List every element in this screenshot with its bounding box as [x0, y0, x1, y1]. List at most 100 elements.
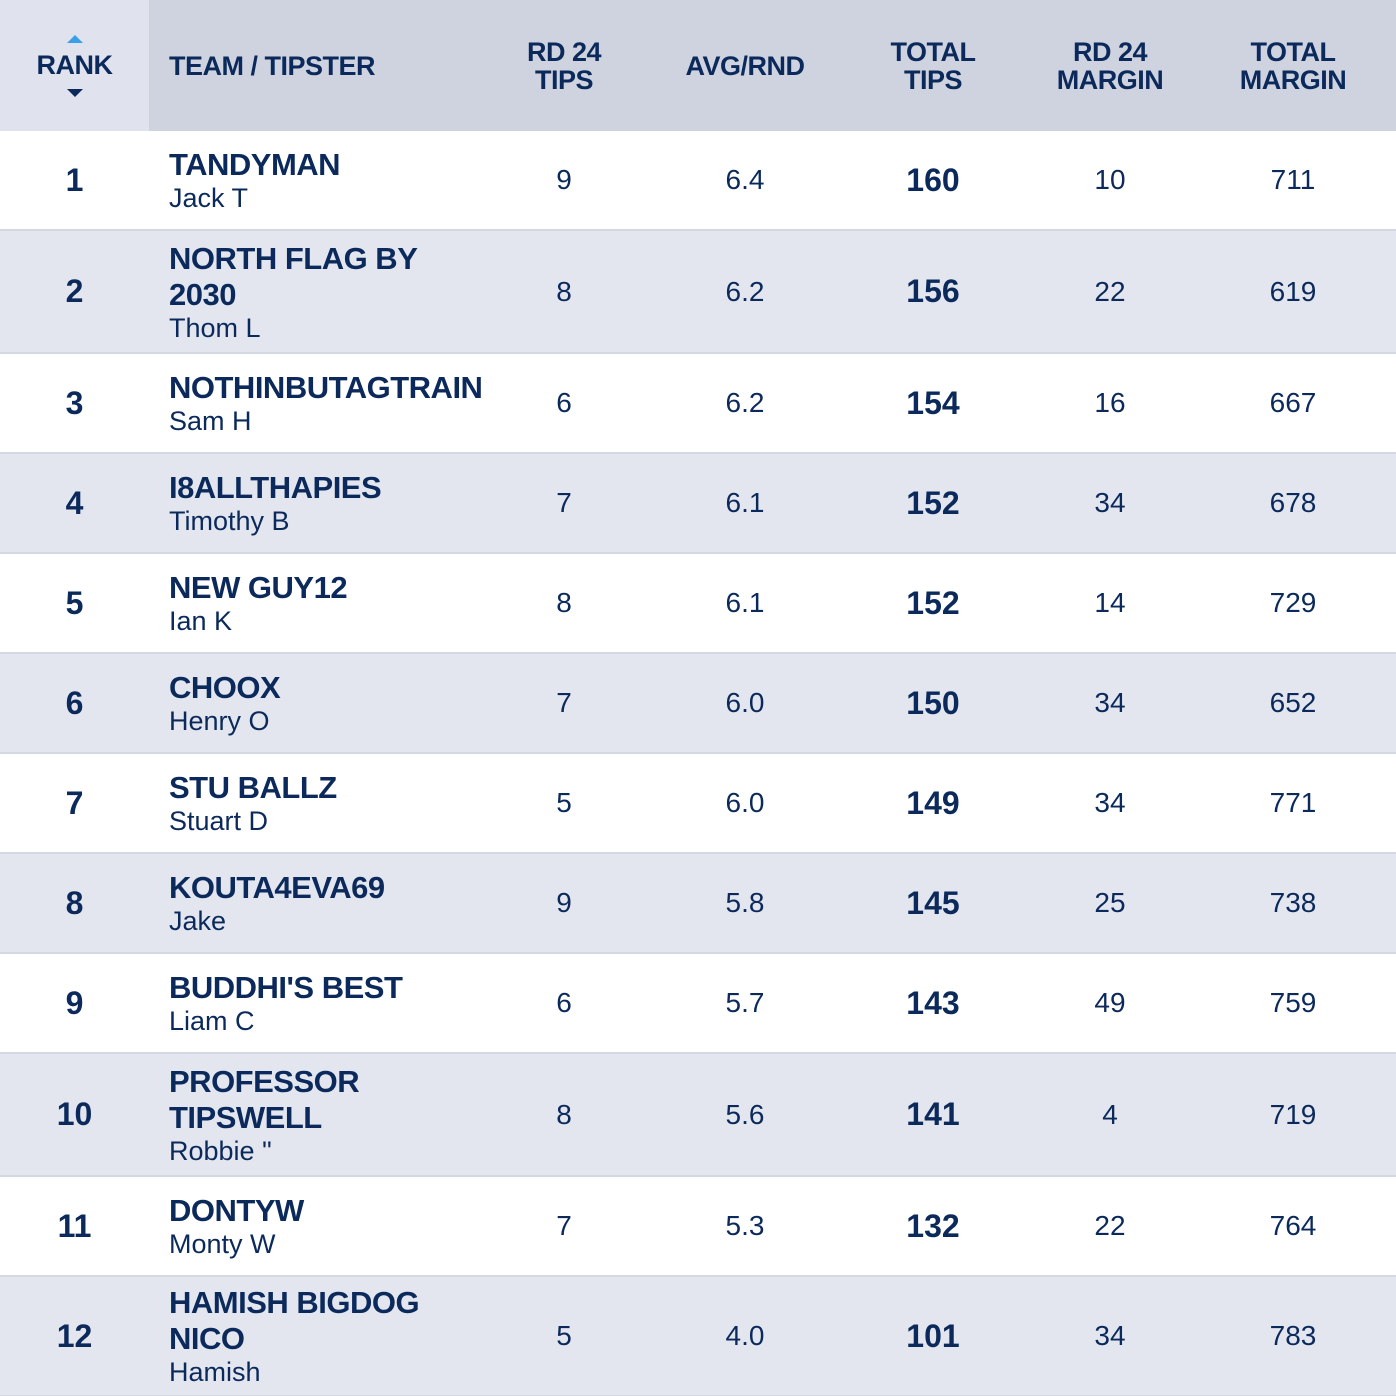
rank-number: 10	[56, 1096, 93, 1132]
header-rd-tips[interactable]: RD 24 TIPS	[474, 0, 654, 131]
team-cell[interactable]: DONTYW Monty W	[149, 1177, 474, 1275]
table-row[interactable]: 9 BUDDHI'S BEST Liam C 6 5.7 143 49 759	[0, 954, 1396, 1054]
team-cell[interactable]: NORTH FLAG BY 2030 Thom L	[149, 231, 474, 352]
header-team[interactable]: TEAM / TIPSTER	[149, 0, 474, 131]
rd-margin-cell: 16	[1030, 354, 1190, 452]
table-row[interactable]: 1 TANDYMAN Jack T 9 6.4 160 10 711	[0, 131, 1396, 231]
rd-tips-value: 5	[556, 1320, 572, 1351]
team-cell[interactable]: CHOOX Henry O	[149, 654, 474, 752]
team-name[interactable]: STU BALLZ	[169, 770, 337, 805]
avg-cell: 6.0	[654, 654, 836, 752]
table-row[interactable]: 2 NORTH FLAG BY 2030 Thom L 8 6.2 156 22…	[0, 231, 1396, 354]
team-name[interactable]: BUDDHI'S BEST	[169, 970, 403, 1005]
team-cell[interactable]: I8ALLTHAPIES Timothy B	[149, 454, 474, 552]
header-rank-label: RANK	[36, 49, 114, 80]
table-row[interactable]: 7 STU BALLZ Stuart D 5 6.0 149 34 771	[0, 754, 1396, 854]
total-tips-cell: 156	[836, 231, 1030, 352]
rd-margin-cell: 34	[1030, 1277, 1190, 1395]
rd-tips-cell: 7	[474, 654, 654, 752]
team-cell[interactable]: TANDYMAN Jack T	[149, 131, 474, 229]
total-margin-value: 759	[1269, 987, 1317, 1018]
rank-cell: 7	[0, 754, 149, 852]
avg-value: 6.4	[725, 164, 765, 195]
total-margin-value: 652	[1269, 687, 1317, 718]
caret-down-icon[interactable]	[66, 88, 83, 97]
total-margin-value: 667	[1269, 387, 1317, 418]
rank-number: 11	[57, 1207, 92, 1244]
total-tips-value: 145	[906, 884, 960, 921]
table-row[interactable]: 8 KOUTA4EVA69 Jake 9 5.8 145 25 738	[0, 854, 1396, 954]
rank-number: 8	[65, 884, 84, 921]
rank-cell: 1	[0, 131, 149, 229]
avg-value: 6.1	[725, 487, 765, 518]
header-avg[interactable]: AVG/RND	[654, 0, 836, 131]
team-cell[interactable]: HAMISH BIGDOG NICO Hamish	[149, 1277, 474, 1395]
tipster-name: Liam C	[169, 1006, 255, 1036]
team-name[interactable]: KOUTA4EVA69	[169, 870, 385, 905]
team-name[interactable]: DONTYW	[169, 1193, 304, 1228]
team-cell[interactable]: BUDDHI'S BEST Liam C	[149, 954, 474, 1052]
team-cell[interactable]: NOTHINBUTAGTRAIN Sam H	[149, 354, 483, 452]
total-margin-cell: 719	[1190, 1054, 1396, 1175]
rd-tips-cell: 8	[474, 231, 654, 352]
tipster-name: Robbie "	[169, 1135, 272, 1166]
total-tips-value: 143	[906, 984, 960, 1021]
rank-number: 2	[65, 273, 84, 309]
table-row[interactable]: 12 HAMISH BIGDOG NICO Hamish 5 4.0 101 3…	[0, 1277, 1396, 1396]
rank-number: 1	[65, 161, 84, 198]
team-name[interactable]: NEW GUY12	[169, 570, 348, 605]
rd-tips-cell: 8	[474, 1054, 654, 1175]
team-name[interactable]: I8ALLTHAPIES	[169, 470, 382, 505]
rd-tips-value: 7	[556, 1210, 572, 1241]
rank-cell: 5	[0, 554, 149, 652]
rd-margin-value: 25	[1094, 887, 1126, 918]
total-margin-value: 619	[1269, 275, 1317, 307]
team-cell[interactable]: PROFESSOR TIPSWELL Robbie "	[149, 1054, 474, 1175]
table-row[interactable]: 11 DONTYW Monty W 7 5.3 132 22 764	[0, 1177, 1396, 1277]
rank-number: 4	[65, 484, 84, 521]
total-tips-cell: 132	[836, 1177, 1030, 1275]
total-tips-value: 101	[906, 1317, 960, 1354]
team-name[interactable]: NORTH FLAG BY 2030	[169, 240, 417, 312]
total-margin-cell: 619	[1190, 231, 1396, 352]
total-margin-cell: 678	[1190, 454, 1396, 552]
header-total-margin[interactable]: TOTAL MARGIN	[1190, 0, 1396, 131]
team-name[interactable]: NOTHINBUTAGTRAIN	[169, 370, 483, 405]
total-tips-value: 156	[906, 273, 960, 309]
header-total-tips[interactable]: TOTAL TIPS	[836, 0, 1030, 131]
avg-cell: 5.6	[654, 1054, 836, 1175]
rd-margin-cell: 10	[1030, 131, 1190, 229]
total-margin-value: 729	[1269, 587, 1317, 618]
total-tips-value: 141	[906, 1096, 960, 1132]
avg-value: 6.0	[725, 787, 765, 818]
rd-tips-cell: 9	[474, 854, 654, 952]
rd-tips-value: 8	[556, 1098, 572, 1130]
table-row[interactable]: 4 I8ALLTHAPIES Timothy B 7 6.1 152 34 67…	[0, 454, 1396, 554]
rd-margin-value: 16	[1094, 387, 1126, 418]
team-name[interactable]: CHOOX	[169, 670, 281, 705]
team-cell[interactable]: KOUTA4EVA69 Jake	[149, 854, 474, 952]
rank-number: 12	[56, 1317, 93, 1354]
table-row[interactable]: 3 NOTHINBUTAGTRAIN Sam H 6 6.2 154 16 66…	[0, 354, 1396, 454]
table-row[interactable]: 10 PROFESSOR TIPSWELL Robbie " 8 5.6 141…	[0, 1054, 1396, 1177]
rd-margin-cell: 34	[1030, 454, 1190, 552]
total-tips-cell: 152	[836, 554, 1030, 652]
total-margin-cell: 783	[1190, 1277, 1396, 1395]
total-tips-cell: 150	[836, 654, 1030, 752]
table-row[interactable]: 6 CHOOX Henry O 7 6.0 150 34 652	[0, 654, 1396, 754]
header-rd-margin[interactable]: RD 24 MARGIN	[1030, 0, 1190, 131]
tipster-name: Jack T	[169, 183, 249, 213]
team-name[interactable]: TANDYMAN	[169, 147, 341, 182]
team-name[interactable]: PROFESSOR TIPSWELL	[169, 1063, 360, 1135]
team-name[interactable]: HAMISH BIGDOG NICO	[169, 1285, 420, 1356]
table-row[interactable]: 5 NEW GUY12 Ian K 8 6.1 152 14 729	[0, 554, 1396, 654]
rd-tips-value: 7	[556, 487, 572, 518]
header-rank[interactable]: RANK	[0, 0, 149, 131]
rank-number: 5	[65, 584, 84, 621]
caret-up-icon[interactable]	[66, 34, 83, 43]
team-cell[interactable]: NEW GUY12 Ian K	[149, 554, 474, 652]
team-cell[interactable]: STU BALLZ Stuart D	[149, 754, 474, 852]
total-margin-cell: 711	[1190, 131, 1396, 229]
total-tips-cell: 152	[836, 454, 1030, 552]
total-margin-cell: 729	[1190, 554, 1396, 652]
